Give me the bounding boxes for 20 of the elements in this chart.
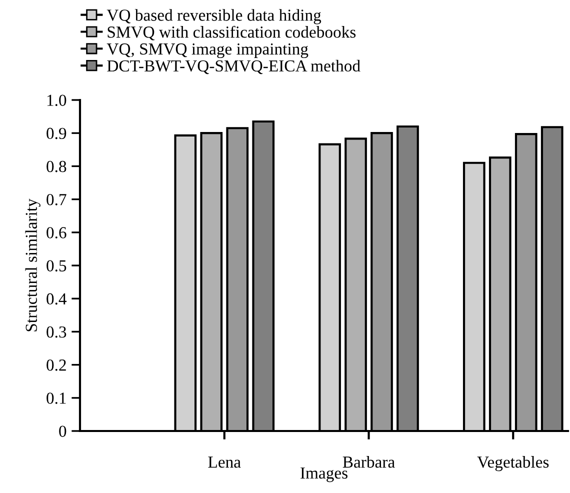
x-tick-label: Barbara	[342, 456, 395, 468]
x-tick-label: Vegetables	[477, 456, 549, 472]
y-tick-label: 0	[59, 426, 66, 437]
y-tick-label: 0.6	[46, 227, 66, 238]
legend-label: DCT-BWT-VQ-SMVQ-EICA method	[107, 60, 360, 74]
legend-label: VQ, SMVQ image impainting	[106, 43, 308, 58]
y-tick-label: 0.2	[46, 360, 66, 371]
y-tick-label: 0.7	[46, 194, 66, 206]
y-tick-label: 0.3	[46, 326, 66, 338]
x-axis-title: Images	[300, 468, 348, 482]
y-tick-label: 0.5	[46, 260, 66, 272]
y-tick-label: 0.4	[46, 293, 67, 305]
y-tick-label: 1.0	[47, 94, 66, 106]
legend-label: VQ based reversible data hiding	[106, 9, 322, 24]
y-axis-title: Structural similarity	[25, 198, 40, 332]
y-tick-label: 0.1	[46, 392, 66, 404]
y-tick-label: 0.9	[46, 128, 66, 140]
y-tick-label: 0.8	[46, 160, 66, 172]
legend-label: SMVQ with classification codebooks	[108, 26, 356, 40]
x-tick-label: Lena	[208, 456, 241, 468]
